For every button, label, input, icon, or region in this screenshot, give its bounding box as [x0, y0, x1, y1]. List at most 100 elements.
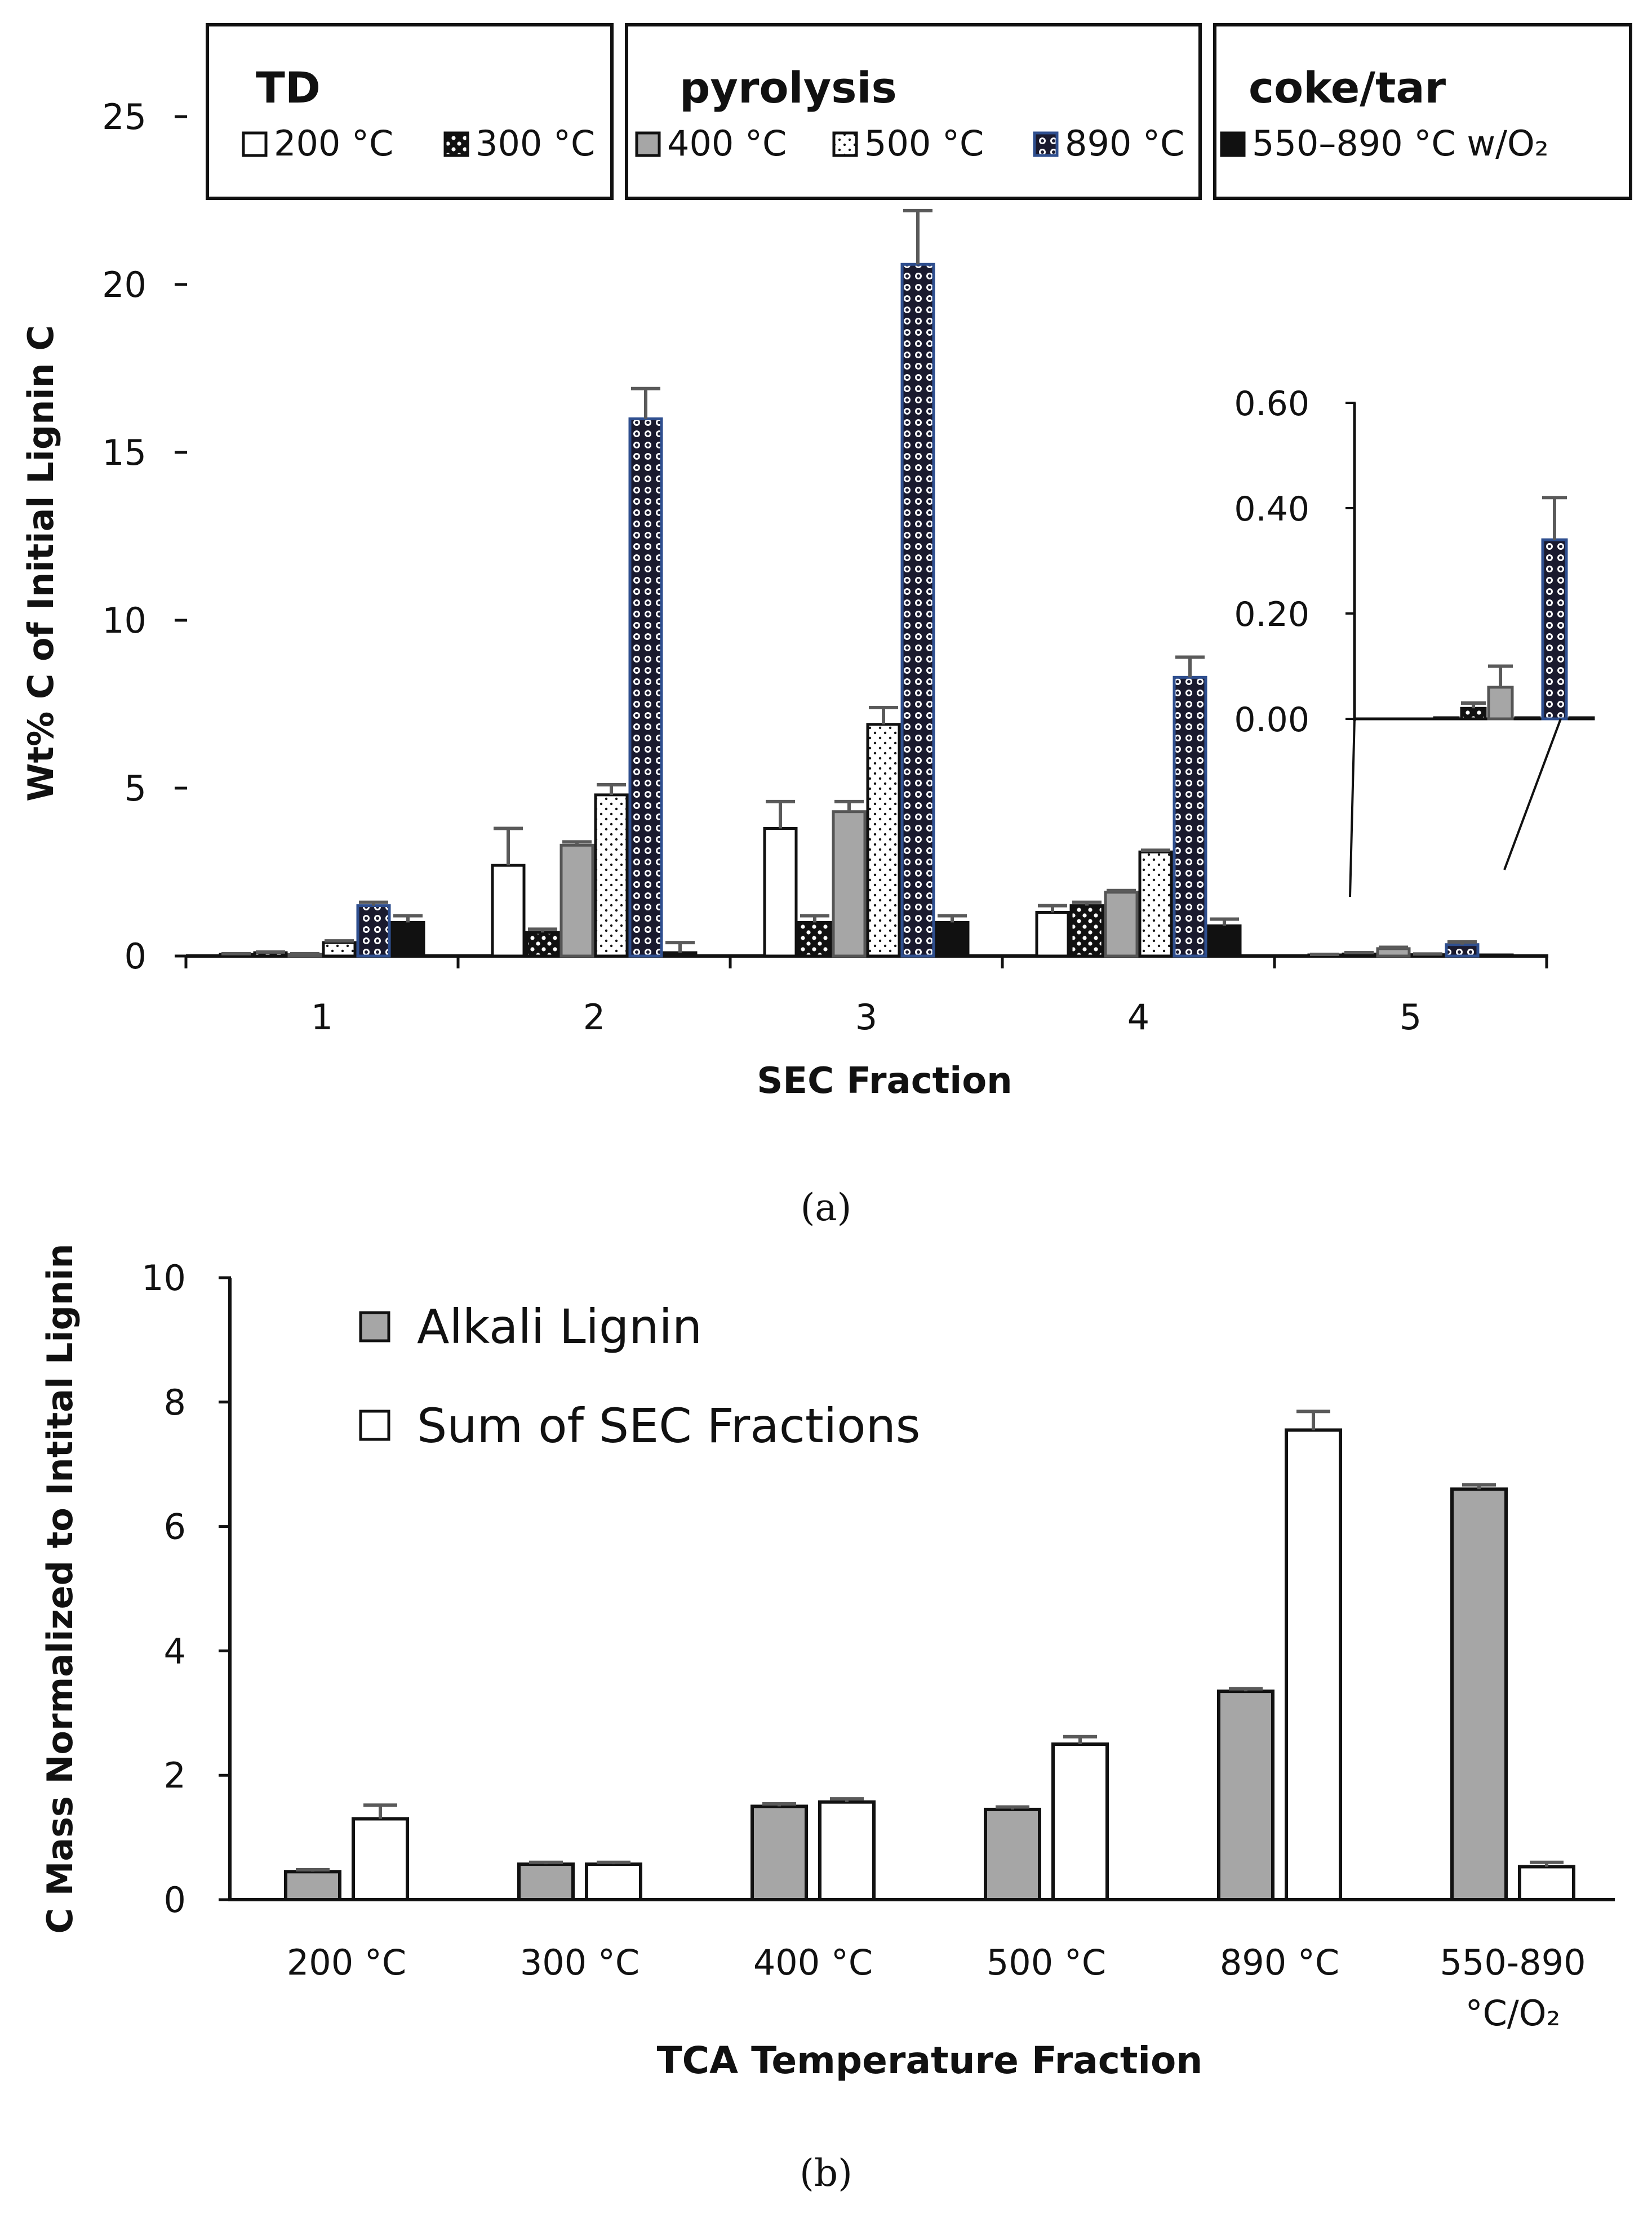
panel-b-x-ticks: 200 °C 300 °C 400 °C 500 °C 890 °C 550-890 °C/… — [287, 1942, 1586, 2034]
panel-a-x-axis-title: SEC Fraction — [757, 1060, 1012, 1102]
inset-y-ticks: 0.00 0.20 0.40 0.60 — [1234, 384, 1356, 740]
a-ytick-label-3: 15 — [102, 432, 146, 473]
legend-swatch-550-890c-o2 — [1220, 131, 1246, 157]
bar-b-400-c-alkali-lignin — [750, 1804, 808, 1901]
b-xtick-label-0: 200 °C — [287, 1942, 406, 1983]
errorbar-b-300-c-alkali-lignin — [529, 1860, 563, 1865]
a-xtick-label-4: 5 — [1400, 997, 1422, 1038]
errorbar-a-frac4-200-c — [1038, 904, 1067, 913]
errorbar-a-frac3-550-890-c-w-o — [938, 914, 967, 923]
errorbar-a-frac5-300-c — [1344, 951, 1374, 955]
errorbar-a-frac4-550-890-c-w-o — [1210, 917, 1239, 926]
panel-a-x-ticks: 1 2 3 4 5 — [184, 956, 1548, 1038]
bar-a-frac3-550-890-c-w-o — [935, 921, 970, 958]
errorbar-a-frac3-300-c — [800, 914, 829, 923]
panel-b-legend: Alkali Lignin Sum of SEC Fractions — [359, 1299, 921, 1453]
legend-box-coke-tar — [1213, 23, 1632, 200]
errorbar-b-890-c-alkali-lignin — [1229, 1687, 1263, 1692]
legend-title-coke-tar: coke/tar — [1249, 63, 1446, 113]
inset-ytick-label-3: 0.60 — [1234, 384, 1309, 424]
errorbar-a-frac2-500-c — [597, 783, 626, 795]
bar-a-frac3-890-c — [900, 263, 935, 958]
b-xtick-label-3: 500 °C — [987, 1942, 1106, 1983]
legend-box-pyrolysis — [625, 23, 1202, 200]
legend-swatch-300c — [443, 131, 469, 157]
bar-a-frac4-200-c — [1035, 911, 1070, 958]
bar-a-frac3-200-c — [763, 827, 798, 958]
bar-b-500-c-alkali-lignin — [984, 1807, 1041, 1901]
bar-a-frac2-890-c — [628, 417, 663, 958]
b-ytick-label-2: 4 — [164, 1630, 186, 1671]
errorbar-b-400-c-sum-of-sec-fractions — [830, 1797, 864, 1802]
inset-errorbar-890-c — [1542, 496, 1567, 540]
panel-a-y-axis-title: Wt% C of Initial Lignin C — [20, 325, 61, 802]
legend-swatch-alkali-lignin — [359, 1311, 390, 1342]
errorbar-b-500-c-sum-of-sec-fractions — [1063, 1735, 1097, 1744]
errorbar-a-frac2-890-c — [631, 386, 660, 419]
b-xtick-label-5-line0: 550-890 — [1440, 1942, 1586, 1983]
a-ytick-label-4: 20 — [102, 264, 146, 305]
errorbar-a-frac1-890-c — [359, 900, 388, 906]
legend-label-500c: 500 °C — [864, 123, 984, 164]
bar-b-550-890-c-o-alkali-lignin — [1450, 1487, 1508, 1902]
legend-label-200c: 200 °C — [274, 123, 393, 164]
errorbar-a-frac4-890-c — [1175, 655, 1205, 678]
legend-label-alkali-lignin: Alkali Lignin — [417, 1299, 702, 1354]
a-ytick-label-5: 25 — [102, 96, 146, 137]
b-ytick-label-4: 8 — [164, 1382, 186, 1423]
inset-connector-left — [1349, 718, 1356, 897]
inset-bar-400-c — [1487, 686, 1514, 721]
bar-b-400-c-sum-of-sec-fractions — [818, 1800, 876, 1902]
panel-a: TD pyrolysis coke/tar 200 °C 300 °C 400 … — [20, 23, 1632, 1229]
bar-a-frac2-500-c — [594, 793, 629, 958]
bar-a-frac4-500-c — [1138, 850, 1173, 958]
errorbar-a-frac2-300-c — [528, 927, 557, 933]
bar-a-frac4-400-c — [1104, 891, 1139, 958]
bar-a-frac2-550-890-c-w-o — [663, 951, 698, 958]
errorbar-a-frac2-550-890-c-w-o — [665, 941, 695, 953]
a-xtick-label-3: 4 — [1127, 997, 1149, 1038]
inset-ytick-label-0: 0.00 — [1234, 700, 1309, 740]
errorbar-a-frac2-400-c — [562, 840, 592, 846]
errorbar-b-550-890-c-o-alkali-lignin — [1462, 1483, 1496, 1490]
bar-b-200-c-sum-of-sec-fractions — [352, 1817, 409, 1901]
errorbar-b-890-c-sum-of-sec-fractions — [1296, 1410, 1330, 1430]
a-xtick-label-2: 3 — [855, 997, 877, 1038]
errorbar-a-frac3-400-c — [834, 799, 864, 812]
bar-b-500-c-sum-of-sec-fractions — [1051, 1742, 1109, 1901]
a-xtick-label-0: 1 — [311, 997, 333, 1038]
legend-label-400c: 400 °C — [667, 123, 787, 164]
inset-ytick-label-2: 0.40 — [1234, 490, 1309, 529]
bar-a-frac2-300-c — [525, 931, 560, 958]
errorbar-b-550-890-c-o-sum-of-sec-fractions — [1530, 1860, 1564, 1867]
panel-a-bars — [219, 208, 1514, 958]
panel-b-bars — [284, 1410, 1575, 1902]
panel-b-y-ticks: 0 2 4 6 8 10 — [141, 1257, 231, 1920]
bar-a-frac4-300-c — [1069, 904, 1104, 958]
errorbar-a-frac1-550-890-c-w-o — [393, 914, 423, 923]
legend-label-sum-sec: Sum of SEC Fractions — [417, 1398, 921, 1453]
panel-b: 0 2 4 6 8 10 200 °C 300 °C 400 °C 500 °C 890 °C 55… — [39, 1243, 1615, 2195]
bar-a-frac1-550-890-c-w-o — [390, 921, 425, 958]
legend-swatch-400c — [635, 131, 661, 157]
bar-a-frac5-400-c — [1376, 947, 1411, 958]
panel-a-inset: 0.00 0.20 0.40 0.60 — [1234, 384, 1595, 897]
a-ytick-label-1: 5 — [125, 768, 146, 809]
errorbar-a-frac5-400-c — [1379, 945, 1408, 949]
errorbar-a-frac3-500-c — [869, 705, 898, 724]
bar-a-frac1-890-c — [356, 904, 391, 958]
panel-a-legend: TD pyrolysis coke/tar 200 °C 300 °C 400 … — [206, 23, 1632, 200]
b-xtick-label-2: 400 °C — [753, 1942, 873, 1983]
errorbar-b-200-c-alkali-lignin — [296, 1868, 330, 1872]
bar-b-300-c-sum-of-sec-fractions — [585, 1862, 642, 1902]
errorbar-b-200-c-sum-of-sec-fractions — [363, 1803, 397, 1819]
bar-a-frac3-400-c — [832, 810, 867, 958]
legend-label-890c: 890 °C — [1065, 123, 1184, 164]
bar-b-890-c-sum-of-sec-fractions — [1285, 1428, 1342, 1901]
legend-swatch-500c — [832, 131, 858, 157]
inset-ytick-label-1: 0.20 — [1234, 595, 1309, 634]
a-xtick-label-1: 2 — [583, 997, 605, 1038]
inset-bar-300-c — [1460, 706, 1487, 721]
legend-box-td — [206, 23, 614, 200]
legend-title-pyrolysis: pyrolysis — [680, 63, 897, 113]
